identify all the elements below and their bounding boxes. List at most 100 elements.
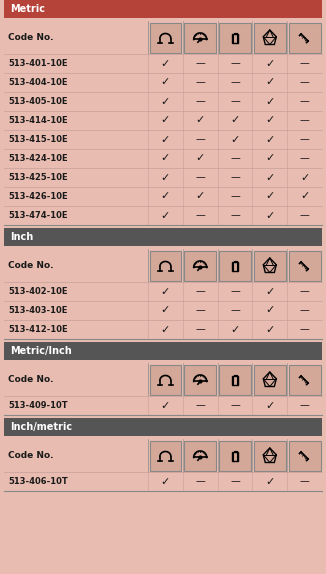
- Bar: [4, 436, 322, 439]
- Text: 513-409-10T: 513-409-10T: [8, 401, 67, 410]
- Text: —: —: [195, 211, 205, 220]
- Text: —: —: [230, 401, 240, 410]
- Text: ✓: ✓: [161, 153, 170, 164]
- Bar: [219, 440, 251, 471]
- Text: 513-425-10E: 513-425-10E: [8, 173, 67, 182]
- Text: ✓: ✓: [265, 153, 274, 164]
- Text: —: —: [195, 476, 205, 487]
- Text: Metric: Metric: [10, 4, 45, 14]
- Text: ✓: ✓: [265, 211, 274, 220]
- Text: Code No.: Code No.: [8, 451, 53, 460]
- Bar: [4, 225, 322, 228]
- Bar: [4, 92, 322, 111]
- Bar: [219, 364, 251, 394]
- Text: 513-406-10T: 513-406-10T: [8, 477, 68, 486]
- Text: Inch: Inch: [10, 232, 33, 242]
- Text: —: —: [230, 476, 240, 487]
- Text: —: —: [230, 59, 240, 68]
- Text: Metric/Inch: Metric/Inch: [10, 346, 72, 356]
- Text: —: —: [300, 401, 309, 410]
- Text: —: —: [300, 153, 309, 164]
- Text: ✓: ✓: [265, 324, 274, 335]
- Text: ✓: ✓: [161, 192, 170, 201]
- Text: ✓: ✓: [265, 286, 274, 297]
- Bar: [232, 376, 238, 385]
- Text: ✓: ✓: [161, 115, 170, 126]
- Text: —: —: [230, 211, 240, 220]
- Bar: [150, 364, 181, 394]
- Text: ✓: ✓: [196, 153, 205, 164]
- Text: ✓: ✓: [230, 324, 240, 335]
- Bar: [4, 339, 322, 342]
- Text: —: —: [195, 134, 205, 145]
- Bar: [232, 262, 238, 270]
- Bar: [4, 168, 322, 187]
- Text: —: —: [230, 192, 240, 201]
- Bar: [4, 246, 322, 249]
- Text: ✓: ✓: [161, 324, 170, 335]
- Text: 513-412-10E: 513-412-10E: [8, 325, 67, 334]
- Bar: [289, 250, 320, 281]
- Bar: [4, 249, 322, 282]
- Text: —: —: [300, 115, 309, 126]
- Text: Code No.: Code No.: [8, 261, 53, 270]
- Text: ✓: ✓: [161, 134, 170, 145]
- Text: ✓: ✓: [265, 305, 274, 316]
- Text: 513-426-10E: 513-426-10E: [8, 192, 67, 201]
- Text: —: —: [195, 305, 205, 316]
- Text: —: —: [195, 401, 205, 410]
- Text: ✓: ✓: [265, 59, 274, 68]
- Text: ✓: ✓: [196, 192, 205, 201]
- Text: —: —: [230, 153, 240, 164]
- Text: ✓: ✓: [230, 134, 240, 145]
- Bar: [4, 415, 322, 418]
- Bar: [4, 111, 322, 130]
- Bar: [150, 22, 181, 52]
- Bar: [4, 282, 322, 301]
- Text: ✓: ✓: [161, 96, 170, 107]
- Bar: [184, 22, 216, 52]
- Bar: [4, 149, 322, 168]
- Bar: [232, 34, 238, 42]
- Text: ✓: ✓: [230, 115, 240, 126]
- Text: ✓: ✓: [300, 173, 309, 183]
- Bar: [184, 440, 216, 471]
- Text: —: —: [300, 211, 309, 220]
- Text: —: —: [195, 286, 205, 297]
- Bar: [4, 18, 322, 21]
- Text: —: —: [230, 173, 240, 183]
- Text: —: —: [230, 286, 240, 297]
- Text: ✓: ✓: [161, 305, 170, 316]
- Text: —: —: [300, 305, 309, 316]
- Text: 513-414-10E: 513-414-10E: [8, 116, 67, 125]
- Bar: [4, 320, 322, 339]
- Text: —: —: [230, 77, 240, 87]
- Text: 513-401-10E: 513-401-10E: [8, 59, 67, 68]
- Text: ✓: ✓: [161, 211, 170, 220]
- Text: ✓: ✓: [161, 476, 170, 487]
- Text: —: —: [195, 324, 205, 335]
- Bar: [4, 301, 322, 320]
- Bar: [254, 250, 286, 281]
- Bar: [4, 472, 322, 491]
- Text: —: —: [195, 173, 205, 183]
- Text: 513-403-10E: 513-403-10E: [8, 306, 67, 315]
- Text: —: —: [230, 305, 240, 316]
- Bar: [219, 22, 251, 52]
- Bar: [4, 418, 322, 436]
- Text: —: —: [195, 77, 205, 87]
- Text: —: —: [195, 59, 205, 68]
- Text: 513-405-10E: 513-405-10E: [8, 97, 67, 106]
- Bar: [4, 54, 322, 73]
- Bar: [150, 250, 181, 281]
- Bar: [254, 22, 286, 52]
- Text: —: —: [300, 96, 309, 107]
- Text: —: —: [300, 134, 309, 145]
- Bar: [4, 73, 322, 92]
- Text: —: —: [300, 286, 309, 297]
- Bar: [4, 396, 322, 415]
- Text: ✓: ✓: [161, 77, 170, 87]
- Text: Code No.: Code No.: [8, 375, 53, 384]
- Bar: [289, 22, 320, 52]
- Bar: [4, 363, 322, 396]
